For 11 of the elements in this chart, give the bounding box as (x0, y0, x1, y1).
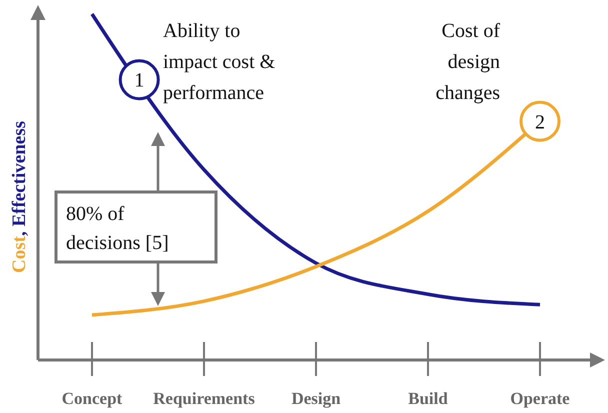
series-label: Ability to impact cost & performance (163, 20, 276, 104)
annotation: 1 (134, 70, 144, 92)
annotation: 2 (535, 111, 545, 134)
x-tick-label: Operate (510, 389, 570, 408)
y-axis-title: Cost, Effectiveness (9, 121, 30, 273)
annotation: 80% of decisions [5] (66, 203, 169, 254)
series-label: Cost of design changes (436, 20, 500, 104)
x-tick-label: Requirements (153, 389, 256, 408)
x-tick-label: Build (408, 389, 448, 408)
x-tick-label: Concept (62, 389, 123, 408)
x-tick-label: Design (291, 389, 342, 408)
